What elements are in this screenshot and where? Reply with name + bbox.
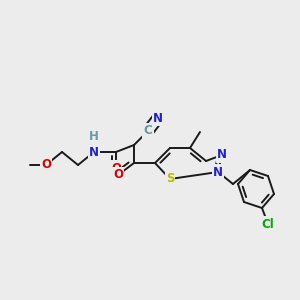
Text: O: O <box>41 158 51 172</box>
Text: O: O <box>113 169 123 182</box>
Text: Cl: Cl <box>262 218 275 230</box>
Text: S: S <box>166 172 174 185</box>
Text: N: N <box>213 166 223 178</box>
Text: N: N <box>89 146 99 158</box>
Text: H: H <box>89 130 99 143</box>
Text: N: N <box>153 112 163 124</box>
Text: C: C <box>144 124 152 137</box>
Text: N: N <box>217 148 227 161</box>
Text: O: O <box>111 161 121 175</box>
